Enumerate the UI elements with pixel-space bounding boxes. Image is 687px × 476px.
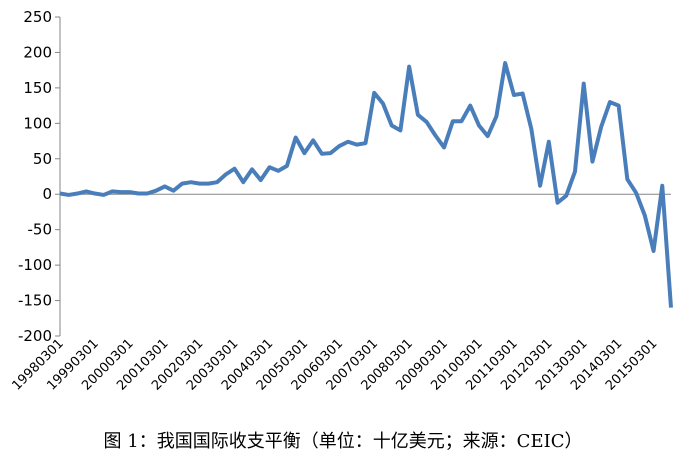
line-series [59, 61, 673, 308]
y-tick-label: 50 [33, 150, 52, 168]
y-tick-label: -200 [18, 327, 52, 345]
y-tick-label: -100 [18, 256, 52, 274]
y-tick-label: -50 [28, 221, 53, 239]
y-tick-label: 150 [23, 79, 52, 97]
y-tick-label: 250 [23, 8, 52, 26]
caption: 图 1：我国国际收支平衡（单位：十亿美元；来源：CEIC） [104, 431, 583, 452]
y-tick-label: 200 [23, 43, 52, 61]
y-tick-label: 100 [23, 114, 52, 132]
y-tick-label: 0 [42, 185, 52, 203]
y-tick-label: -150 [18, 292, 52, 310]
